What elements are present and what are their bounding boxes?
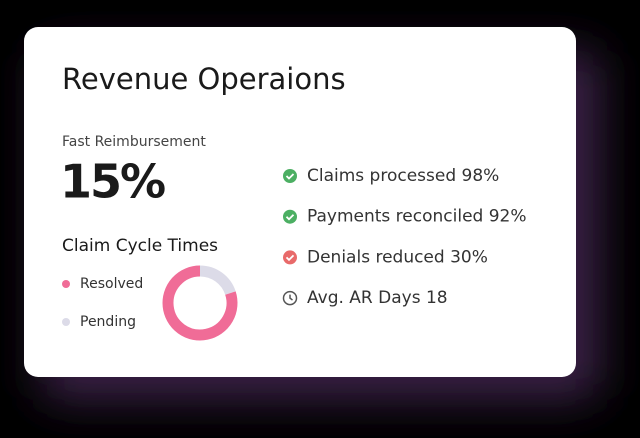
card	[24, 27, 576, 377]
checklist: Claims processed 98% Payments reconciled …	[282, 166, 527, 308]
legend-label: Pending	[80, 314, 136, 330]
status-icon	[283, 209, 297, 224]
donut-chart: Resolved Pending	[62, 265, 238, 341]
legend-dot	[62, 318, 70, 326]
checklist-item: Claims processed 98%	[307, 166, 499, 186]
chart-title: Claim Cycle Times	[62, 236, 218, 256]
status-check	[285, 173, 295, 180]
checklist-item: Avg. AR Days 18	[307, 288, 448, 308]
status-check	[285, 214, 295, 221]
legend-dot	[62, 280, 70, 288]
status-icon	[283, 169, 297, 183]
status-icon	[282, 290, 298, 306]
status-icon	[283, 250, 297, 265]
status-clock-hands	[289, 294, 293, 301]
legend-label: Resolved	[80, 276, 143, 292]
status-check	[285, 254, 295, 262]
donut-segment	[162, 265, 238, 341]
donut-segment	[199, 265, 236, 296]
metric-value: 15%	[60, 155, 165, 209]
metric-label: Fast Reimbursement	[62, 134, 206, 150]
checklist-item: Payments reconciled 92%	[307, 207, 527, 227]
checklist-item: Denials reduced 30%	[307, 247, 488, 267]
card-title: Revenue Operaions	[62, 62, 346, 96]
